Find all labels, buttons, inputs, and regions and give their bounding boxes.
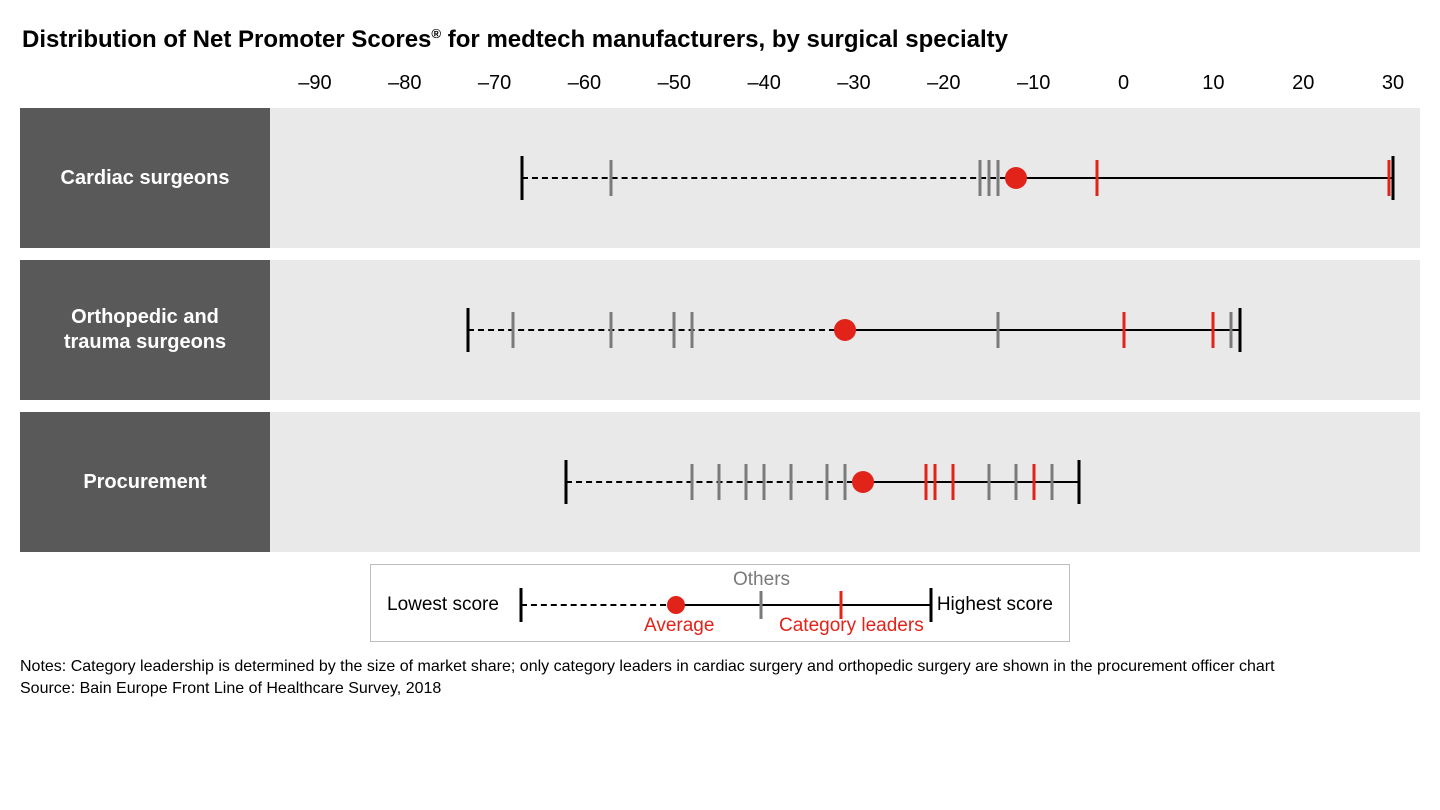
axis-tick-label: –50 [658,72,691,95]
whisker-low [522,177,1016,179]
data-row: Cardiac surgeons [20,108,1420,248]
whisker-high [863,481,1079,483]
average-dot [1005,167,1027,189]
other-tick [987,464,990,500]
axis-tick-label: –60 [568,72,601,95]
legend-average-label: Average [644,615,714,637]
title-post: for medtech manufacturers, by surgical s… [441,26,1008,53]
other-tick [978,160,981,196]
row-label: Procurement [20,412,270,552]
legend-low-tick [520,588,523,622]
legend-category-leaders-label: Category leaders [779,615,924,637]
high-tick [1077,460,1080,504]
axis-tick-label: 0 [1118,72,1129,95]
axis-tick-label: –20 [927,72,960,95]
other-tick [1230,312,1233,348]
axis-tick-label: –40 [747,72,780,95]
axis-tick-label: –90 [298,72,331,95]
legend-highest-label: Highest score [937,594,1053,616]
axis-tick-label: 20 [1292,72,1314,95]
average-dot [834,319,856,341]
other-tick [1050,464,1053,500]
other-tick [673,312,676,348]
legend-average-dot [667,596,685,614]
other-tick [996,160,999,196]
leader-tick [1212,312,1215,348]
other-tick [826,464,829,500]
leader-tick [924,464,927,500]
chart-notes: Notes: Category leadership is determined… [20,656,1420,699]
data-row: Procurement [20,412,1420,552]
other-tick [844,464,847,500]
leader-tick [1387,160,1390,196]
row-plot [270,260,1420,400]
row-plot [270,108,1420,248]
legend-whisker-high [676,604,931,606]
axis-tick-label: –80 [388,72,421,95]
title-pre: Distribution of Net Promoter Scores [22,26,431,53]
axis-tick-label: 30 [1382,72,1404,95]
other-tick [745,464,748,500]
high-tick [1239,308,1242,352]
other-tick [610,312,613,348]
x-axis: –90 –80 –70 –60 –50 –40 –30 –20 –10 0 10 20 30 [20,72,1420,102]
data-row: Orthopedic and trauma surgeons [20,260,1420,400]
other-tick [1014,464,1017,500]
axis-tick-label: –10 [1017,72,1050,95]
row-plot [270,412,1420,552]
notes-line-1: Notes: Category leadership is determined… [20,656,1420,678]
legend-high-tick [930,588,933,622]
other-tick [790,464,793,500]
notes-line-2: Source: Bain Europe Front Line of Health… [20,678,1420,700]
axis-tick-label: 10 [1202,72,1224,95]
legend-whisker-low [521,604,676,606]
whisker-low [566,481,862,483]
other-tick [511,312,514,348]
other-tick [691,312,694,348]
whisker-high [1016,177,1393,179]
leader-tick [933,464,936,500]
axis-tick-label: –30 [837,72,870,95]
other-tick [718,464,721,500]
leader-tick [951,464,954,500]
other-tick [996,312,999,348]
other-tick [763,464,766,500]
legend-leader-tick [840,591,843,619]
average-dot [852,471,874,493]
high-tick [1392,156,1395,200]
leader-tick [1122,312,1125,348]
axis-tick-label: –70 [478,72,511,95]
low-tick [466,308,469,352]
whisker-high [845,329,1240,331]
other-tick [610,160,613,196]
other-tick [691,464,694,500]
nps-chart: –90 –80 –70 –60 –50 –40 –30 –20 –10 0 10 20 30 Cardi… [20,72,1420,552]
low-tick [565,460,568,504]
legend-lowest-label: Lowest score [387,594,499,616]
row-label: Orthopedic and trauma surgeons [20,260,270,400]
legend-others-label: Others [733,569,790,591]
row-label: Cardiac surgeons [20,108,270,248]
other-tick [987,160,990,196]
title-registered: ® [431,26,441,41]
leader-tick [1032,464,1035,500]
legend-other-tick [760,591,763,619]
whisker-low [468,329,845,331]
chart-title: Distribution of Net Promoter Scores® for… [22,26,1420,54]
leader-tick [1095,160,1098,196]
low-tick [520,156,523,200]
legend: Lowest score Highest score Others Averag… [370,564,1070,642]
